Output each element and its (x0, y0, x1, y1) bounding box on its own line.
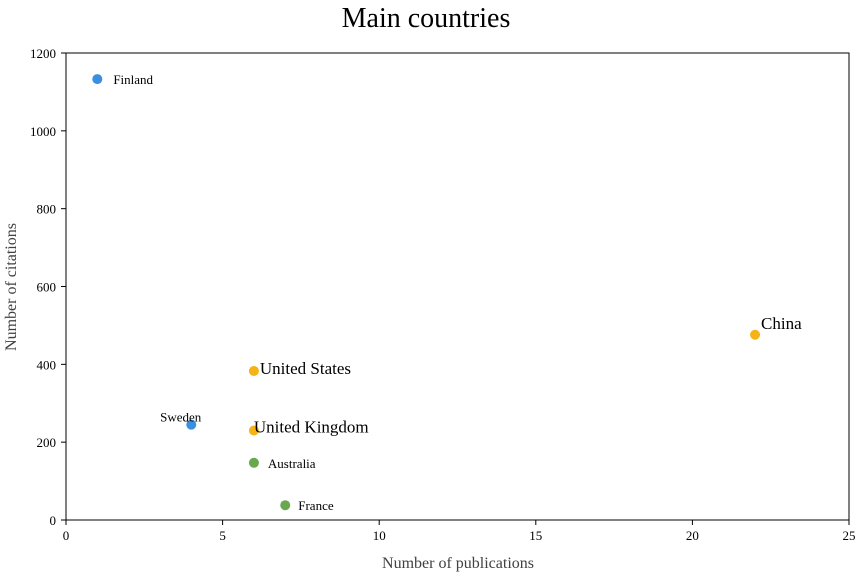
data-point-france (280, 500, 291, 511)
y-tick-label: 600 (37, 280, 57, 295)
point-label-sweden: Sweden (160, 410, 202, 425)
point-label-china: China (761, 314, 802, 333)
point-label-united-kingdom: United Kingdom (254, 417, 369, 436)
data-point-labels: Finland Sweden United States United Kingdom… (113, 72, 802, 513)
x-tick-label: 0 (63, 528, 70, 543)
data-point-china (750, 329, 761, 340)
y-tick-label: 800 (37, 202, 57, 217)
x-tick-label: 5 (219, 528, 226, 543)
data-points (92, 74, 761, 511)
y-tick-label: 400 (37, 357, 57, 372)
data-point-australia (248, 457, 259, 468)
point-label-finland: Finland (113, 72, 153, 87)
point-label-france: France (298, 498, 334, 513)
x-tick-label: 20 (686, 528, 699, 543)
y-axis-label: Number of citations (3, 223, 20, 351)
point-label-united-states: United States (260, 359, 351, 378)
y-tick-label: 1000 (30, 124, 56, 139)
point-label-australia: Australia (268, 456, 316, 471)
y-tick-label: 200 (37, 435, 57, 450)
data-point-united-states (248, 365, 259, 376)
x-tick-label: 25 (843, 528, 856, 543)
chart-title: Main countries (342, 3, 511, 34)
plot-area (65, 52, 850, 521)
x-axis-label: Number of publications (382, 555, 534, 572)
x-tick-label: 15 (529, 528, 542, 543)
x-axis-ticks: 0 5 10 15 20 25 (63, 520, 856, 543)
data-point-sweden (186, 419, 197, 430)
y-tick-label: 1200 (30, 46, 56, 61)
data-point-finland (92, 74, 103, 85)
y-tick-label: 0 (50, 513, 57, 528)
data-point-united-kingdom (248, 425, 259, 436)
x-tick-label: 10 (373, 528, 386, 543)
y-axis-ticks: 0 200 400 600 800 1000 1200 (30, 46, 66, 528)
